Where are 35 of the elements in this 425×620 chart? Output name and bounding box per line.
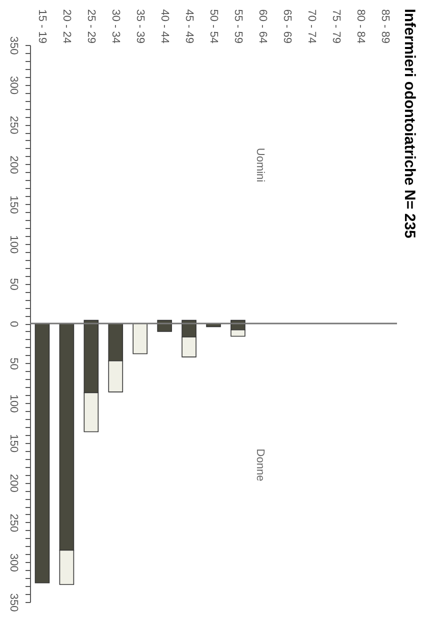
y-tick-label: 100 [8, 235, 20, 254]
y-tick-label: 300 [8, 554, 20, 572]
y-tick-label: 350 [8, 36, 20, 55]
x-tick-label: 50 - 54 [208, 9, 220, 44]
x-tick-label: 70 - 74 [305, 9, 318, 44]
y-tick-label: 100 [8, 394, 20, 413]
x-tick-label: 30 - 34 [110, 9, 122, 44]
text: Infermieri odontoiatriche N= 235 [400, 8, 418, 238]
y-tick-label: 200 [8, 156, 20, 174]
y-tick-label: 150 [8, 195, 20, 214]
x-tick-label: 80 - 84 [354, 9, 366, 44]
x-tick-label: 75 - 79 [330, 9, 342, 44]
y-tick-label: 50 [8, 358, 20, 370]
bar [132, 323, 148, 354]
x-tick-label: 35 - 39 [134, 9, 146, 44]
annotation: Donne [254, 448, 266, 482]
y-tick-label: 50 [8, 278, 20, 290]
x-tick-label: 20 - 24 [60, 9, 73, 44]
x-tick-label: 25 - 29 [85, 9, 98, 44]
x-tick-label: 40 - 44 [158, 9, 171, 44]
y-tick-label: 150 [8, 434, 20, 453]
x-tick-label: 45 - 49 [183, 9, 196, 44]
x-tick-label: 65 - 69 [280, 9, 293, 44]
y-tick-label: 250 [8, 514, 20, 532]
x-tick-label: 55 - 59 [232, 9, 244, 44]
x-tick-label: 85 - 89 [378, 9, 391, 44]
y-tick-label: 300 [8, 76, 20, 94]
x-tick-label: 15 - 19 [36, 9, 48, 44]
x-tick-label: 60 - 64 [256, 9, 268, 44]
bar [34, 323, 50, 584]
annotation: Uomini [254, 148, 266, 182]
y-tick-label: 250 [8, 116, 20, 134]
y-tick-label: 200 [8, 474, 20, 492]
y-tick-label: 350 [8, 593, 20, 612]
y-tick-label: 0 [8, 320, 20, 328]
